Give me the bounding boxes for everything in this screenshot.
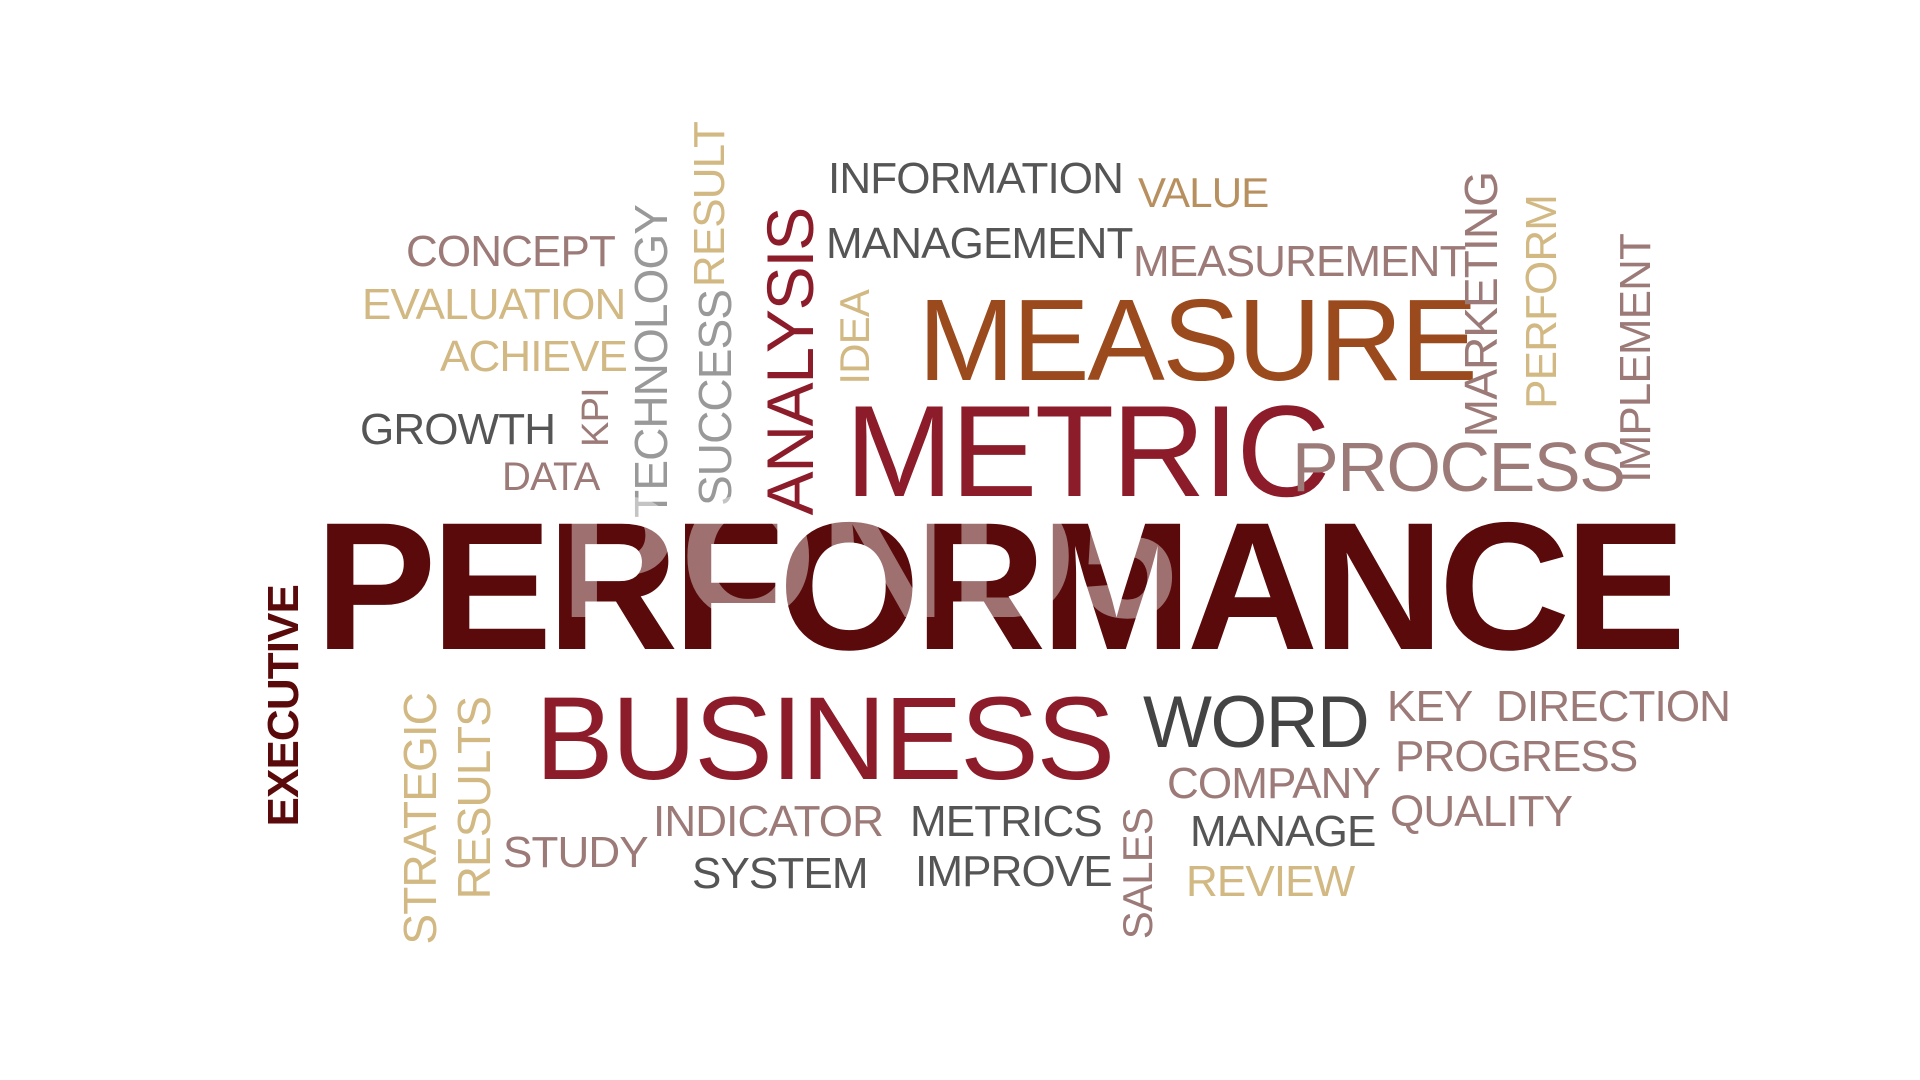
- word-indicator: INDICATOR: [653, 797, 884, 846]
- word-measure: MEASURE: [918, 275, 1478, 405]
- word-measurement: MEASUREMENT: [1133, 237, 1466, 286]
- word-idea: IDEA: [831, 290, 878, 385]
- word-key: KEY: [1387, 682, 1473, 731]
- word-metric: METRIC: [845, 378, 1330, 524]
- word-result: RESULT: [685, 122, 734, 288]
- word-information: INFORMATION: [828, 154, 1124, 203]
- word-company: COMPANY: [1167, 759, 1381, 808]
- word-sales: SALES: [1114, 808, 1161, 940]
- word-study: STUDY: [503, 828, 649, 877]
- word-progress: PROGRESS: [1395, 732, 1638, 781]
- word-manage: MANAGE: [1190, 807, 1376, 856]
- word-marketing: MARKETING: [1455, 172, 1507, 438]
- word-review: REVIEW: [1186, 857, 1355, 906]
- word-kpi: KPI: [575, 388, 617, 447]
- word-process: PROCESS: [1292, 428, 1626, 506]
- word-metrics: METRICS: [910, 797, 1103, 846]
- word-achieve: ACHIEVE: [440, 332, 628, 381]
- word-implement: IMPLEMENT: [1611, 234, 1660, 483]
- word-growth: GROWTH: [360, 405, 556, 454]
- word-word: WORD: [1143, 682, 1370, 763]
- word-data: DATA: [502, 455, 600, 499]
- word-performance: PERFORMANCE: [315, 484, 1686, 688]
- word-perform: PERFORM: [1517, 195, 1566, 409]
- word-analysis: ANALYSIS: [753, 208, 827, 516]
- word-value: VALUE: [1138, 169, 1269, 216]
- word-results: RESULTS: [448, 697, 500, 900]
- word-direction: DIRECTION: [1496, 682, 1731, 731]
- word-management: MANAGEMENT: [826, 219, 1133, 268]
- word-improve: IMPROVE: [915, 847, 1113, 896]
- word-strategic: STRATEGIC: [394, 693, 446, 945]
- word-quality: QUALITY: [1390, 787, 1573, 836]
- word-system: SYSTEM: [692, 849, 869, 898]
- word-evaluation: EVALUATION: [362, 280, 626, 329]
- word-concept: CONCEPT: [406, 227, 616, 276]
- word-success: SUCCESS: [689, 290, 741, 506]
- word-technology: TECHNOLOGY: [625, 205, 677, 518]
- word-executive: EXECUTIVE: [259, 585, 308, 827]
- word-business: BUSINESS: [535, 673, 1115, 805]
